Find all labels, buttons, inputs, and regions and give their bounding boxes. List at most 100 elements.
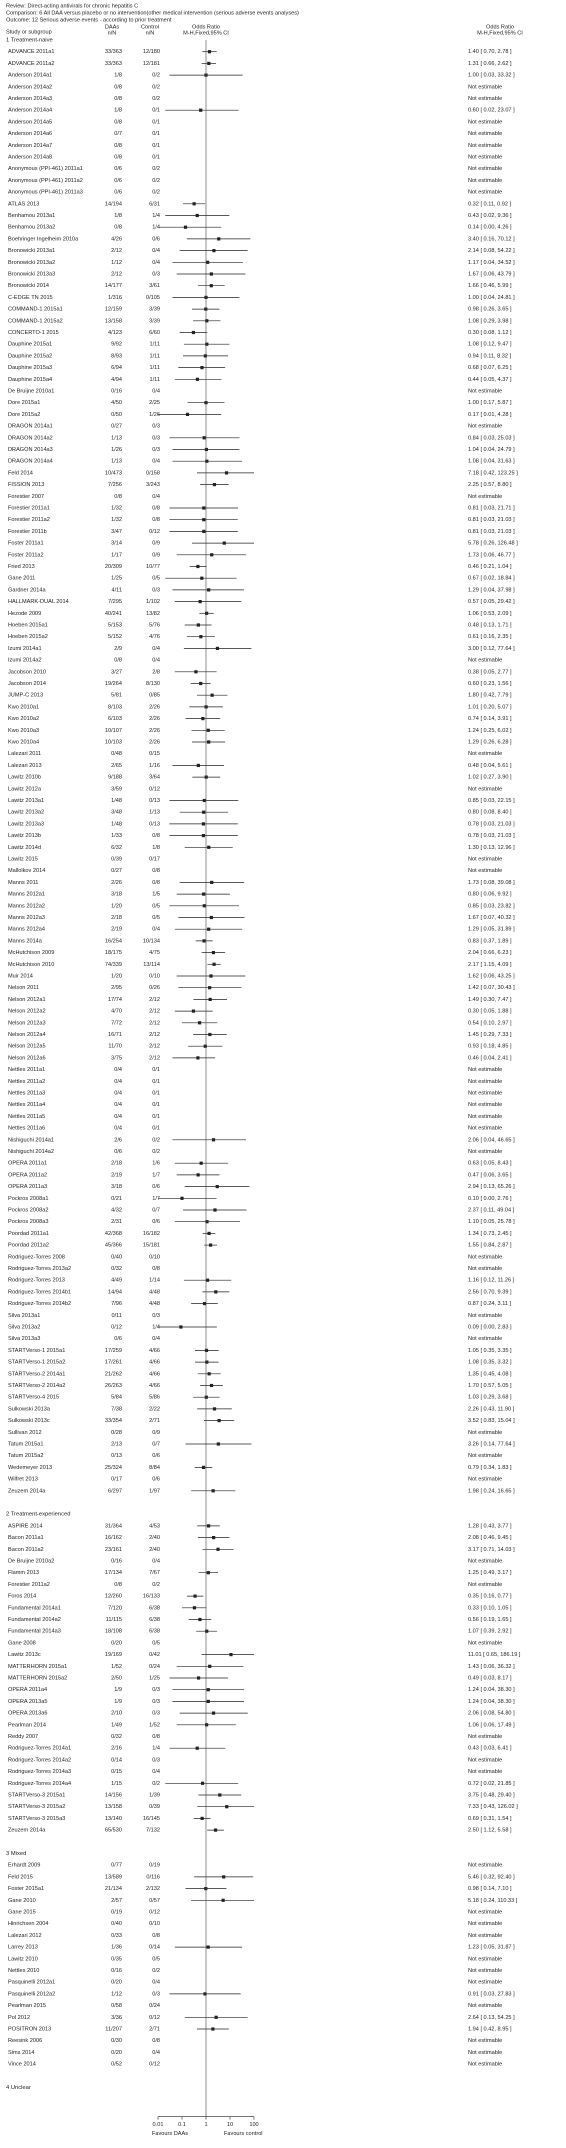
control-events: 2/26 [149, 716, 160, 722]
daa-events: 33/354 [105, 1418, 122, 1424]
study-name: Poordad 2011a1 [8, 1231, 49, 1237]
ci-text: 1.08 [ 0.35, 3.32 ] [468, 1360, 512, 1366]
study-name: Anderson 2014a7 [8, 143, 52, 149]
or-marker [202, 892, 206, 896]
daa-events: 0/39 [111, 856, 122, 862]
ci-text: 0.91 [ 0.03, 27.83 ] [468, 1991, 515, 1997]
study-name: Anonymous (PPI-461) 2011a3 [8, 190, 83, 196]
ci-text: Not estimable [468, 2062, 502, 2068]
control-events: 1/11 [150, 377, 160, 383]
or-marker [211, 1489, 215, 1493]
study-name: Fundamental 2014a3 [8, 1629, 61, 1635]
ci-text: 0.35 [ 0.16, 0.77 ] [468, 1594, 512, 1600]
or-marker [192, 202, 196, 206]
daa-events: 11/207 [105, 2026, 122, 2032]
daa-events: 20/309 [105, 564, 122, 570]
daa-events: 0/48 [111, 751, 122, 757]
or-marker [208, 986, 212, 990]
study-name: Anderson 2014a3 [8, 96, 52, 102]
study-name: Pockros 2008a2 [8, 1207, 48, 1213]
study-name: ASPIRE 2014 [8, 1523, 43, 1529]
study-name: ADVANCE 2011a1 [8, 49, 54, 55]
daa-events: 0/11 [112, 1313, 122, 1319]
group-header: 1 Treatment-naive [6, 38, 53, 44]
control-events: 0/4 [152, 459, 160, 465]
daa-events: 8/93 [111, 353, 122, 359]
study-name: McHutchison 2010 [8, 962, 54, 968]
daa-events: 6/94 [111, 365, 122, 371]
study-name: Nettles 2010 [8, 1968, 39, 1974]
daa-events: 45/366 [105, 1243, 122, 1249]
daa-events: 7/96 [111, 1301, 122, 1307]
ci-text: 1.62 [ 0.06, 43.25 ] [468, 973, 515, 979]
or-marker [196, 623, 200, 627]
control-events: 0/4 [152, 388, 160, 394]
or-marker [206, 260, 210, 264]
daa-events: 0/4 [114, 1102, 122, 1108]
ci-text: Not estimable [468, 1067, 502, 1073]
study-name: Rodriguez-Torres 2014a3 [8, 1769, 71, 1775]
daa-events: 23/161 [105, 1547, 122, 1553]
control-events: 1/26 [149, 412, 160, 418]
study-name: Nettles 2011a4 [8, 1102, 45, 1108]
daa-events: 2/18 [111, 1161, 122, 1167]
or-marker [203, 1992, 207, 1996]
or-marker [205, 1220, 209, 1224]
study-name: Manns 2012a4 [8, 927, 45, 933]
study-name: Rodriguez-Torres 2013a2 [8, 1266, 71, 1272]
ci-text: 0.74 [ 0.14, 3.91 ] [468, 716, 512, 722]
ci-text: 1.00 [ 0.04, 24.81 ] [468, 295, 515, 301]
ci-text: 0.94 [ 0.11, 8.32 ] [468, 353, 512, 359]
ci-text: 0.49 [ 0.03, 8.17 ] [468, 1675, 512, 1681]
ci-text: Not estimable [468, 143, 502, 149]
daa-events: 12/159 [105, 307, 122, 313]
favours-left: Favours DAAs [152, 2131, 188, 2137]
control-events: 0/26 [149, 985, 160, 991]
control-events: 3/39 [149, 318, 160, 324]
control-events: 1/11 [150, 342, 160, 348]
ci-text: 11.01 [ 0.65, 186.19 ] [468, 1652, 521, 1658]
study-name: Silva 2013a3 [8, 1336, 40, 1342]
control-events: 0/24 [149, 2003, 160, 2009]
control-events: 0/1 [152, 143, 160, 149]
study-name: Nelson 2011 [8, 985, 39, 991]
daa-events: 1/32 [111, 517, 122, 523]
or-marker [200, 576, 204, 580]
control-events: 2/12 [149, 1020, 160, 1026]
or-marker [207, 1372, 211, 1376]
ci-text: 1.34 [ 0.73, 2.45 ] [468, 1231, 512, 1237]
study-name: Foster 2011a1 [8, 541, 44, 547]
daa-events: 1/20 [111, 973, 122, 979]
col-plot-method: M-H,Fixed,95% CI [183, 30, 229, 36]
or-marker [202, 939, 206, 943]
or-marker [200, 366, 204, 370]
control-events: 0/2 [152, 1149, 160, 1155]
study-name: Manns 2012a2 [8, 903, 45, 909]
control-events: 12/180 [143, 49, 160, 55]
ci-text: Not estimable [468, 131, 502, 137]
ci-text: 0.63 [ 0.05, 8.43 ] [468, 1161, 512, 1167]
or-marker [202, 904, 206, 908]
ci-text: 1.06 [ 0.06, 17.49 ] [468, 1722, 515, 1728]
or-marker [196, 1676, 201, 1680]
study-name: Rodriguez-Torres 2008 [8, 1254, 65, 1260]
daa-events: 0/8 [114, 154, 122, 160]
col-plot: Odds Ratio [192, 24, 220, 30]
or-marker [205, 1360, 209, 1364]
ci-text: Not estimable [468, 1266, 502, 1272]
study-name: Kwo 2010a3 [8, 728, 39, 734]
control-events: 0/10 [149, 1921, 160, 1927]
study-name: Jacobson 2014 [8, 681, 46, 687]
control-events: 0/9 [152, 552, 160, 558]
daa-events: 1/48 [111, 798, 122, 804]
or-marker [207, 50, 212, 54]
control-events: 2/71 [149, 2026, 160, 2032]
or-marker [210, 693, 214, 697]
daa-events: 2/57 [111, 1898, 122, 1904]
control-events: 0/1 [152, 119, 160, 125]
daa-events: 6/297 [108, 1488, 122, 1494]
ci-text: 1.31 [ 0.66, 2.62 ] [468, 61, 512, 67]
ci-text: Not estimable [468, 658, 502, 664]
study-name: Gane 2011 [8, 576, 35, 582]
or-marker [209, 1383, 214, 1388]
